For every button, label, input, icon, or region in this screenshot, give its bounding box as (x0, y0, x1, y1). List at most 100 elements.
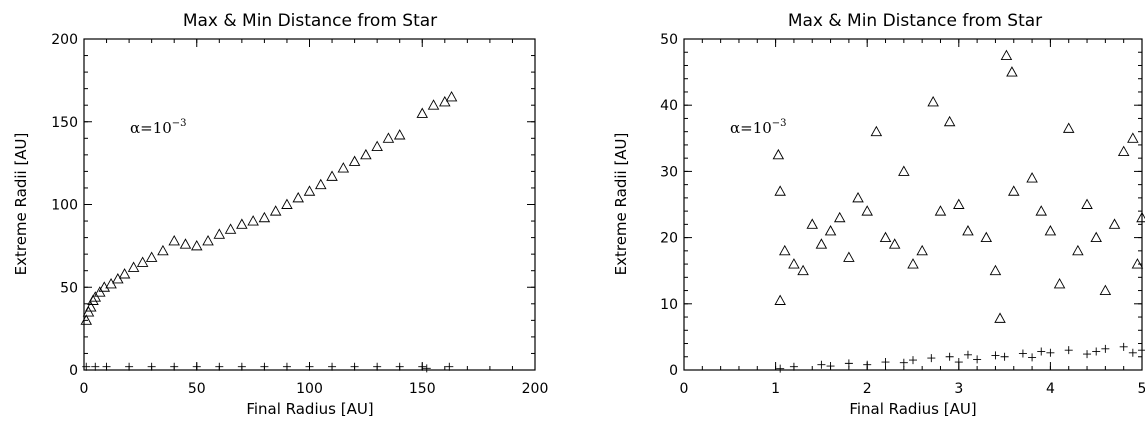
right-min-radius-point (927, 354, 936, 363)
left-min-radius-point (237, 362, 246, 371)
right-min-radius-point (1064, 346, 1073, 355)
right-max-radius-point (989, 264, 1002, 276)
right-max-radius-point (1006, 66, 1018, 77)
right-max-radius-point (1090, 231, 1102, 243)
left-min-radius-point (305, 362, 314, 371)
left-max-radius-point (445, 90, 458, 102)
right-max-radius-point (1053, 278, 1066, 289)
right-y-tick-label: 30 (660, 164, 678, 180)
left-max-radius-point (118, 268, 131, 279)
left-scatter-panel: Max & Min Distance from Star Final Radiu… (12, 11, 548, 418)
right-min-radius-point (991, 351, 1000, 360)
left-max-radius-point (348, 155, 361, 166)
right-min-radius-point (945, 352, 954, 361)
right-min-radius-point (1037, 347, 1046, 356)
right-y-tick-label: 20 (660, 231, 678, 247)
left-x-axis-label: Final Radius [AU] (246, 400, 373, 418)
right-alpha-text: α=10 (730, 119, 772, 137)
right-min-radius-point (1028, 353, 1037, 362)
right-min-radius-point (789, 362, 798, 371)
left-max-radius-point (326, 170, 338, 181)
right-x-tick-label: 1 (771, 381, 780, 397)
right-min-radius-point (1000, 352, 1009, 361)
right-min-radius-point (1018, 349, 1027, 358)
left-max-radius-point (360, 148, 372, 160)
right-max-radius-point (1000, 49, 1013, 60)
left-min-radius-point (328, 362, 337, 371)
left-min-radius-point (418, 362, 427, 371)
left-min-radius-point (192, 362, 201, 371)
right-x-tick-label: 5 (1138, 381, 1145, 397)
right-min-radius-point (899, 358, 908, 367)
right-max-radius-point (843, 251, 855, 262)
right-x-tick-label: 0 (680, 381, 689, 397)
left-x-tick-label: 150 (409, 381, 436, 397)
left-y-tick-label: 100 (51, 198, 78, 214)
left-max-radius-point (85, 301, 97, 312)
right-min-radius-point (826, 362, 835, 371)
left-max-radius-point (236, 218, 248, 229)
left-min-radius-point (422, 364, 431, 373)
left-y-axis-label: Extreme Radii [AU] (12, 133, 30, 276)
right-max-radius-point (1081, 198, 1093, 209)
left-min-radius-point (350, 362, 359, 371)
left-alpha-exponent: −3 (172, 118, 187, 129)
right-max-radius-point (852, 191, 864, 203)
right-max-radius-point (1136, 211, 1145, 223)
left-max-radius-point (168, 234, 180, 246)
left-min-radius-point (125, 362, 134, 371)
right-data-points (772, 49, 1145, 373)
right-y-axis-label: Extreme Radii [AU] (612, 133, 630, 276)
left-max-radius-point (269, 205, 282, 216)
right-min-radius-point (1101, 344, 1110, 353)
right-x-axis-label: Final Radius [AU] (849, 400, 976, 418)
right-max-radius-point (898, 165, 910, 176)
left-max-radius-point (292, 191, 304, 203)
right-min-radius-point (1119, 342, 1128, 351)
left-alpha-annotation: α=10−3 (130, 118, 187, 137)
left-max-radius-point (337, 162, 350, 173)
right-max-radius-point (1099, 284, 1112, 296)
right-min-radius-point (909, 356, 917, 365)
right-min-radius-point (844, 359, 853, 368)
right-plot-frame (683, 38, 1143, 371)
right-alpha-exponent: −3 (772, 118, 787, 129)
left-min-radius-point (170, 362, 179, 371)
right-min-radius-point (1092, 347, 1101, 356)
right-max-radius-point (815, 238, 828, 249)
left-y-tick-label: 150 (51, 115, 78, 131)
right-chart-title: Max & Min Distance from Star (788, 11, 1042, 31)
left-max-radius-point (80, 314, 93, 325)
right-max-radius-point (888, 238, 901, 249)
right-min-radius-point (881, 358, 890, 367)
right-max-radius-point (1044, 225, 1057, 236)
left-max-radius-point (136, 256, 149, 267)
left-y-tick-label: 50 (60, 280, 78, 296)
left-axis-ticks: 0 50 100 150 200 0 50 100 150 200 (51, 32, 548, 397)
right-max-radius-point (861, 205, 873, 216)
left-max-radius-point (105, 278, 117, 289)
right-max-radius-point (772, 148, 785, 160)
right-max-radius-point (1035, 205, 1048, 216)
left-min-radius-point (215, 362, 224, 371)
right-min-radius-point (776, 364, 785, 373)
left-max-radius-point (427, 99, 440, 110)
right-min-radius-point (1046, 348, 1055, 357)
left-y-tick-label: 0 (69, 363, 78, 379)
left-max-radius-point (382, 132, 395, 143)
left-min-radius-point (260, 362, 269, 371)
left-x-tick-label: 50 (188, 381, 206, 397)
left-max-radius-point (82, 306, 95, 317)
right-scatter-panel: Max & Min Distance from Star Final Radiu… (612, 11, 1145, 418)
left-max-radius-point (157, 244, 169, 256)
left-max-radius-point (202, 234, 214, 246)
right-min-radius-point (863, 360, 872, 369)
right-y-tick-label: 0 (669, 363, 678, 379)
right-min-radius-point (973, 355, 982, 364)
right-max-radius-point (980, 231, 993, 243)
right-min-radius-point (954, 358, 963, 367)
left-max-radius-point (112, 273, 124, 284)
right-max-radius-point (962, 225, 974, 236)
right-max-radius-point (927, 95, 939, 107)
left-max-radius-point (371, 140, 383, 152)
